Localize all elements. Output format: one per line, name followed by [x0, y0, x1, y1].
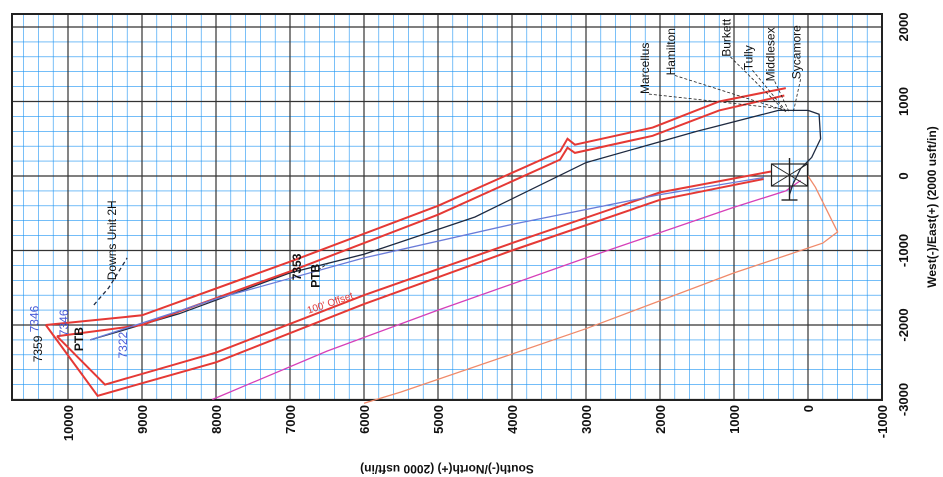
leader-line: [774, 81, 790, 113]
leader-line: [752, 69, 788, 113]
annotation-sycamore: Sycamore: [790, 25, 804, 79]
y-axis-title: West(-)/East(+) (2000 usft/in): [925, 126, 939, 287]
annotation-middlesex: Middlesex: [764, 27, 778, 81]
x-tick-label: 9000: [135, 405, 150, 434]
y-tick-labels: 2000 1000 0 -1000 -2000 -3000: [896, 13, 911, 417]
y-tick-label: 1000: [896, 87, 911, 116]
annotation-7346: 7346: [57, 309, 71, 336]
leader-line: [648, 93, 784, 110]
leader-line: [317, 261, 331, 271]
series-layer: [44, 56, 839, 404]
series-curl_path: [788, 109, 822, 195]
surface-location-marker: [770, 158, 809, 201]
y-tick-label: 2000: [896, 13, 911, 42]
annotation-marcellus: Marcellus: [638, 43, 652, 94]
x-tick-label: 8000: [209, 405, 224, 434]
x-tick-label: 0: [801, 405, 816, 412]
annotation-7359: 7359: [31, 335, 45, 362]
leader-line: [674, 75, 786, 111]
annotation-burkett: Burkett: [719, 18, 733, 57]
annotation-tully: Tully: [742, 45, 756, 70]
y-tick-label: -3000: [896, 383, 911, 416]
series-offset_inner_lower: [56, 170, 772, 386]
series-salmon_line: [363, 175, 839, 404]
annotation-7322: 7322: [116, 331, 130, 358]
series-lateral_dash: [93, 257, 128, 306]
x-tick-label: -1000: [875, 405, 890, 438]
x-tick-label: 6000: [357, 405, 372, 434]
annotation-downs-unit-2h: Downs Unit 2H: [105, 200, 119, 280]
series-magenta_line: [212, 179, 801, 401]
x-tick-labels: 10000 9000 8000 7000 6000 5000 4000 3000 2000 100…: [61, 405, 890, 441]
annotation-7353: 7353: [290, 253, 304, 280]
x-tick-label: 4000: [505, 405, 520, 434]
series-offset_outer_lower: [44, 178, 764, 397]
y-tick-label: -2000: [896, 308, 911, 341]
annotation-ptb: PTB: [72, 327, 86, 351]
plot-frame: [11, 13, 883, 401]
y-tick-label: 0: [896, 172, 911, 179]
x-tick-label: 3000: [579, 405, 594, 434]
x-tick-label: 7000: [283, 405, 298, 434]
leader-line: [792, 79, 801, 113]
leader-line: [730, 56, 787, 113]
series-offset_inner_upper: [56, 94, 785, 338]
series-offset_outer_upper: [45, 87, 786, 326]
annotation-7346: 7346: [27, 305, 41, 332]
y-tick-label: -1000: [896, 234, 911, 267]
x-axis-title: South(-)/North(+) (2000 usft/in): [360, 462, 534, 476]
x-tick-label: 1000: [727, 405, 742, 434]
annotation-ptb: PTB: [309, 263, 323, 287]
x-tick-label: 2000: [653, 405, 668, 434]
x-tick-label: 10000: [61, 405, 76, 441]
annotation-100-offset: 100' Offset: [306, 291, 355, 317]
annotation-hamilton: Hamilton: [664, 28, 678, 75]
series-blue_line: [89, 176, 764, 341]
series-main_path: [90, 109, 808, 341]
x-tick-label: 5000: [431, 405, 446, 434]
